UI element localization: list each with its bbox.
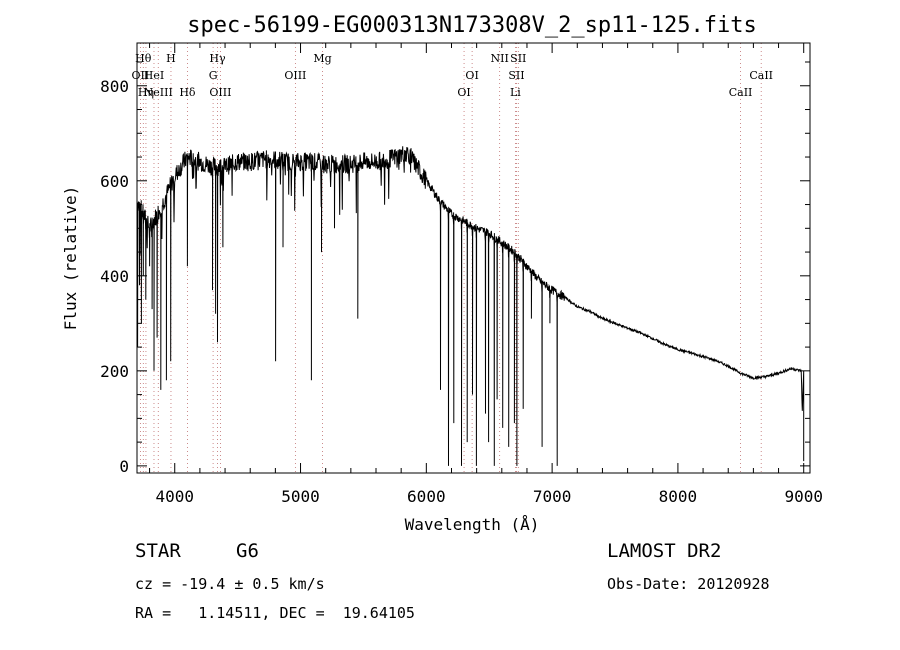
spectral-line-label: HeI [144, 69, 164, 82]
survey-name: LAMOST DR2 [607, 540, 722, 562]
y-axis-ticks: 0 200 400 600 800 [100, 61, 810, 476]
spectral-line-label: OIII [209, 86, 231, 99]
x-tick-label: 6000 [407, 487, 446, 506]
spectral-line-label: Mg [313, 52, 331, 65]
y-tick-label: 400 [100, 267, 129, 286]
spectral-line-label: NII [491, 52, 509, 65]
x-tick-label: 7000 [533, 487, 572, 506]
coordinates-text: RA = 1.14511, DEC = 19.64105 [135, 604, 415, 622]
spectrum-line [136, 146, 805, 466]
x-tick-label: 9000 [784, 487, 823, 506]
object-class: STAR [135, 540, 181, 562]
spectral-line-label: SII [508, 69, 524, 82]
y-tick-label: 200 [100, 362, 129, 381]
spectral-line-label: G [209, 69, 218, 82]
object-subclass: G6 [236, 540, 259, 562]
spectral-line-label: CaII [729, 86, 753, 99]
plot-frame [136, 42, 811, 474]
spectral-line-label: Hδ [179, 86, 196, 99]
spectral-line-label: NeIII [144, 86, 173, 99]
spectral-line-label: Hθ [135, 52, 152, 65]
spectral-line-labels: OII Hθ Hη HeI NeIII H Hδ G Hγ OIII OIII Mg OI OI NII Li… [132, 52, 773, 99]
redshift-text: cz = -19.4 ± 0.5 km/s [135, 575, 325, 593]
spectral-line-label: OI [457, 86, 470, 99]
obs-date-text: Obs-Date: 20120928 [607, 575, 770, 593]
spectral-line-label: H [166, 52, 176, 65]
spectral-line-label: SII [510, 52, 526, 65]
x-axis-ticks: 4000 5000 6000 7000 8000 9000 [149, 43, 823, 506]
x-axis-label: Wavelength (Å) [405, 515, 540, 534]
y-tick-label: 0 [119, 457, 129, 476]
spectral-line-label: Hγ [209, 52, 226, 65]
spectral-line-label: OIII [284, 69, 306, 82]
y-axis-label: Flux (relative) [61, 186, 80, 331]
spectral-line-label: OI [465, 69, 478, 82]
chart-title: spec-56199-EG000313N173308V_2_sp11-125.f… [187, 13, 757, 38]
spectral-line-label: Hη [138, 86, 154, 99]
spectral-line-label: OII [132, 69, 150, 82]
x-tick-label: 5000 [281, 487, 320, 506]
y-tick-label: 800 [100, 77, 129, 96]
spectral-line-label: Li [510, 86, 521, 99]
x-tick-label: 4000 [155, 487, 194, 506]
spectral-line-label: CaII [749, 69, 773, 82]
spectral-line-markers [139, 43, 762, 473]
x-tick-label: 8000 [659, 487, 698, 506]
y-tick-label: 600 [100, 172, 129, 191]
